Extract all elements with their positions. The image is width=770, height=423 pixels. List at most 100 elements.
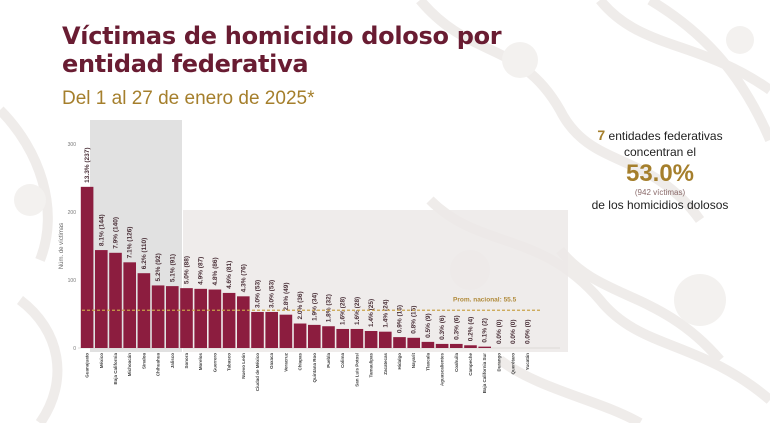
bar	[350, 328, 364, 348]
x-tick-label: Guanajuato	[85, 353, 90, 378]
bar	[393, 337, 406, 348]
bar-value-label: 5.1% (91)	[169, 254, 176, 282]
bar-value-label: 13.3% (237)	[84, 147, 91, 182]
bar-value-label: 7.9% (140)	[113, 217, 120, 249]
x-tick-label: Baja California Sur	[482, 353, 487, 394]
bar	[151, 285, 165, 348]
bar	[435, 343, 449, 348]
bar	[265, 311, 278, 348]
y-axis-label: Núm. de víctimas	[59, 223, 65, 269]
y-tick-label: 200	[68, 210, 77, 216]
summary-line-2: concentran el	[623, 145, 697, 159]
x-tick-label: Colima	[340, 353, 345, 369]
bar	[166, 286, 179, 348]
bar	[308, 324, 321, 348]
x-tick-label: Durango	[496, 353, 501, 372]
x-tick-label: San Luis Potosí	[354, 352, 359, 387]
x-tick-label: Chihuahua	[156, 353, 161, 377]
bar	[251, 311, 264, 348]
bar-value-label: 1.4% (24)	[382, 299, 389, 327]
bar	[279, 314, 293, 348]
bar-value-label: 4.8% (86)	[212, 257, 219, 285]
bar	[379, 331, 392, 348]
x-tick-label: Zacatecas	[383, 353, 388, 375]
x-tick-label: Querétaro	[511, 353, 516, 375]
x-tick-label: Nayarit	[411, 353, 416, 369]
bar	[222, 292, 236, 348]
page-title: Víctimas de homicidio doloso por entidad…	[62, 22, 502, 78]
bar	[80, 186, 94, 348]
bar-value-label: 0.0% (0)	[496, 319, 503, 344]
bar	[194, 288, 207, 348]
bar-value-label: 5.0% (88)	[184, 256, 191, 284]
bar	[208, 289, 222, 348]
bar-value-label: 4.3% (76)	[240, 264, 247, 292]
bar-value-label: 0.9% (16)	[397, 305, 404, 333]
x-tick-label: Campeche	[468, 353, 473, 376]
summary-line-1: 7 entidades federativas	[560, 127, 760, 144]
y-tick-label: 100	[68, 278, 77, 284]
title-line-2: entidad federativa	[62, 50, 309, 78]
bar	[109, 252, 122, 348]
bar	[421, 341, 435, 348]
bar-value-label: 3.0% (53)	[269, 280, 276, 308]
x-tick-label: Jalisco	[170, 353, 175, 369]
bar	[123, 262, 136, 348]
bar	[237, 296, 250, 348]
x-tick-label: Quintana Roo	[312, 353, 317, 383]
bar-value-label: 1.4% (25)	[368, 299, 375, 327]
x-tick-label: Tabasco	[227, 353, 232, 371]
y-tick-label: 300	[68, 142, 77, 148]
x-tick-label: Chiapas	[298, 353, 303, 371]
summary-victims-note: (942 víctimas)	[634, 188, 686, 197]
page-subtitle: Del 1 al 27 de enero de 2025*	[62, 88, 315, 109]
bar	[364, 331, 378, 348]
bar-value-label: 2.0% (36)	[297, 291, 304, 319]
summary-percent: 53.0%	[625, 160, 695, 187]
bar-value-label: 1.9% (34)	[311, 293, 318, 321]
summary-line-1-text: entidades federativas	[605, 129, 723, 143]
x-tick-label: Aguascalientes	[440, 353, 445, 387]
x-tick-label: Baja California	[113, 353, 118, 385]
bar	[180, 288, 193, 348]
bar-value-label: 3.0% (53)	[255, 280, 262, 308]
bar-value-label: 1.6% (28)	[340, 297, 347, 325]
bar-value-label: 0.1% (2)	[482, 318, 489, 343]
bar-value-label: 0.2% (4)	[468, 317, 475, 342]
x-tick-label: México	[99, 353, 104, 369]
x-tick-label: Veracruz	[283, 352, 288, 372]
summary-line-3: de los homicidios dolosos	[591, 198, 729, 212]
bar-value-label: 1.6% (28)	[354, 297, 361, 325]
bar	[407, 337, 420, 348]
bar	[293, 323, 307, 348]
title-line-1: Víctimas de homicidio doloso por	[62, 22, 502, 50]
x-tick-label: Nuevo León	[241, 353, 246, 379]
bar-value-label: 0.0% (0)	[524, 319, 531, 344]
bar	[464, 345, 477, 348]
x-tick-label: Yucatán	[525, 353, 530, 371]
x-tick-label: Puebla	[326, 353, 331, 368]
x-tick-label: Guerrero	[212, 353, 217, 373]
bar-value-label: 8.1% (144)	[98, 214, 105, 246]
x-tick-label: Coahuila	[454, 353, 459, 372]
x-tick-label: Morelos	[198, 353, 203, 371]
bar-value-label: 0.0% (0)	[510, 319, 517, 344]
bar-value-label: 0.3% (6)	[439, 315, 446, 340]
bar-value-label: 2.8% (49)	[283, 282, 290, 310]
bar-value-label: 5.2% (92)	[155, 253, 162, 281]
summary-count: 7	[597, 127, 606, 143]
bar-value-label: 4.6% (81)	[226, 261, 233, 289]
x-tick-label: Tamaulipas	[369, 353, 374, 378]
bar-value-label: 0.3% (6)	[453, 315, 460, 340]
x-tick-label: Ciudad de México	[255, 353, 260, 392]
bar	[336, 328, 349, 348]
summary-panel: 7 entidades federativas concentran el 53…	[560, 127, 760, 213]
x-tick-label: Michoacán	[127, 353, 132, 377]
bar	[322, 326, 335, 348]
x-tick-label: Sinaloa	[141, 353, 146, 370]
bar	[95, 250, 108, 348]
x-tick-label: Oaxaca	[269, 353, 274, 370]
x-tick-label: Sonora	[184, 353, 189, 369]
bar	[478, 346, 491, 348]
